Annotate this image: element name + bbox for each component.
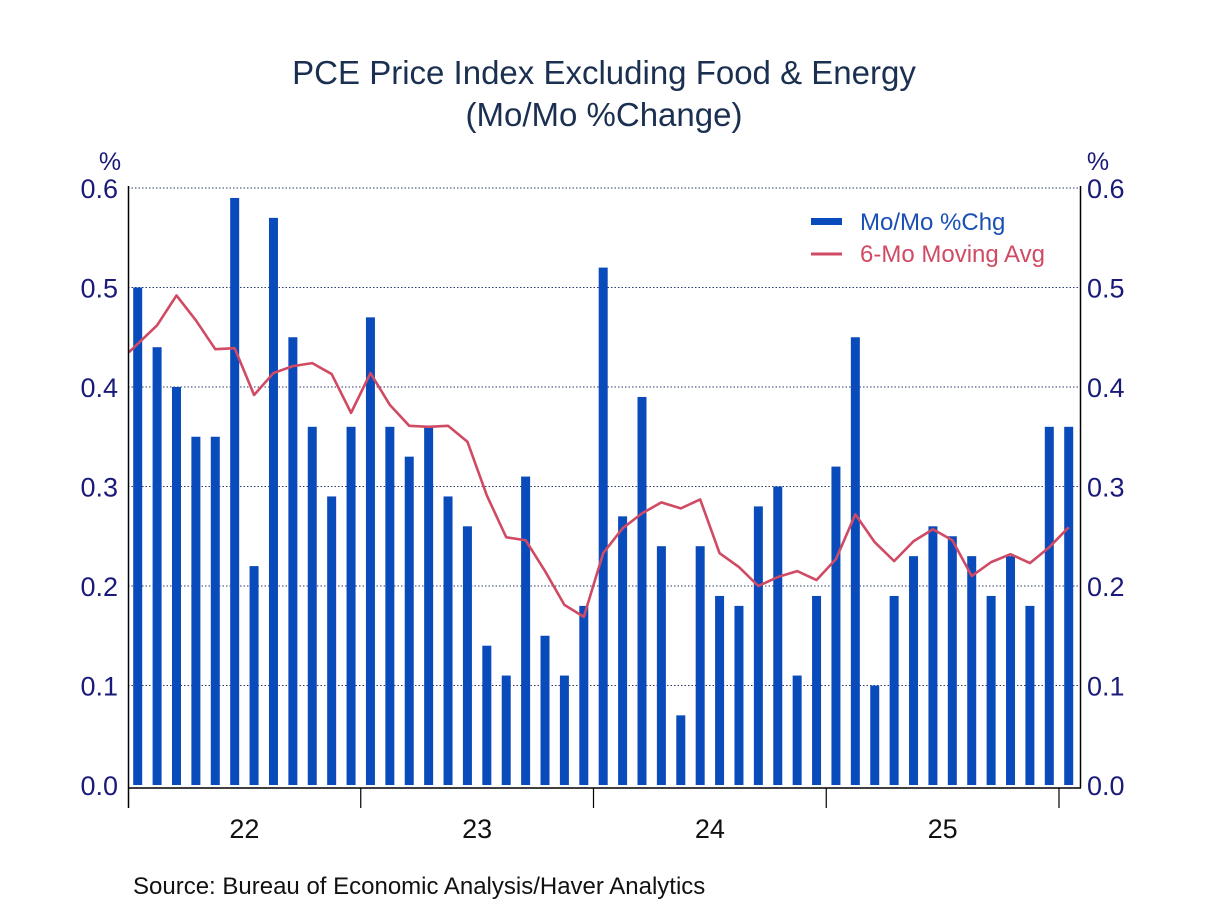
bar (656, 546, 666, 785)
bar (1064, 426, 1074, 785)
y-tick-label-right: 0.2 (1087, 572, 1125, 602)
y-tick-label-right: 0.4 (1087, 373, 1125, 403)
bar (637, 396, 647, 785)
bar (695, 546, 705, 785)
bar (501, 675, 511, 785)
y-tick-label-right: 0.6 (1087, 174, 1125, 204)
bar (152, 347, 162, 785)
bar (346, 426, 356, 785)
chart-title: PCE Price Index Excluding Food & Energy (292, 54, 916, 91)
y-tick-label-left: 0.5 (80, 274, 118, 304)
chart-subtitle: (Mo/Mo %Change) (466, 96, 743, 133)
bar (462, 526, 472, 785)
bar (792, 675, 802, 785)
y-tick-label-left: 0.0 (80, 771, 118, 801)
bar (618, 516, 628, 785)
x-tick-label: 25 (928, 814, 958, 844)
bar (909, 556, 919, 785)
bar (404, 456, 414, 785)
bar-series (133, 197, 1074, 786)
bar (986, 595, 996, 785)
bar (171, 387, 181, 785)
bar (521, 476, 531, 785)
bar (598, 267, 608, 786)
bar (559, 675, 569, 785)
bar (210, 436, 220, 785)
bar (1044, 426, 1054, 785)
bar (1006, 556, 1016, 785)
bar (443, 496, 453, 785)
x-axis-ticks: 22 23 24 25 (229, 788, 1060, 844)
bar (424, 426, 434, 785)
legend: Mo/Mo %Chg 6-Mo Moving Avg (811, 209, 1045, 268)
bar (365, 317, 375, 785)
bar (870, 685, 880, 785)
bar (676, 715, 686, 785)
bar (133, 287, 143, 785)
bar (734, 605, 744, 785)
y-tick-label-right: 0.5 (1087, 274, 1125, 304)
bar (773, 486, 783, 785)
y-tick-label-left: 0.4 (80, 373, 118, 403)
bar (850, 337, 860, 785)
y-tick-label-left: 0.6 (80, 174, 118, 204)
bar (928, 526, 938, 785)
bar (753, 506, 763, 785)
bar (947, 536, 957, 785)
left-axis-unit: % (99, 148, 121, 176)
legend-label-bar: Mo/Mo %Chg (860, 209, 1005, 236)
y-tick-label-left: 0.3 (80, 473, 118, 503)
line-series (128, 294, 1070, 619)
bar (249, 566, 259, 785)
source-note: Source: Bureau of Economic Analysis/Have… (133, 873, 705, 900)
left-axis-ticks: 0.0 0.1 0.2 0.3 0.4 0.5 0.6 (80, 174, 118, 801)
bar (1025, 605, 1035, 785)
bar (889, 595, 899, 785)
y-tick-label-right: 0.1 (1087, 672, 1125, 702)
bar (268, 217, 278, 786)
bar (385, 426, 395, 785)
bar (579, 605, 589, 785)
bar (540, 635, 550, 785)
right-axis-ticks: 0.0 0.1 0.2 0.3 0.4 0.5 0.6 (1087, 174, 1125, 801)
bar (715, 595, 725, 785)
bar (191, 436, 201, 785)
y-tick-label-left: 0.1 (80, 672, 118, 702)
y-tick-label-right: 0.3 (1087, 473, 1125, 503)
legend-swatch-bar (811, 218, 842, 225)
y-tick-label-left: 0.2 (80, 572, 118, 602)
legend-label-line: 6-Mo Moving Avg (860, 241, 1045, 268)
bar (482, 645, 492, 785)
x-tick-label: 22 (229, 814, 259, 844)
bar (230, 197, 240, 785)
right-axis-unit: % (1087, 148, 1109, 176)
x-tick-label: 24 (695, 814, 725, 844)
y-tick-label-right: 0.0 (1087, 771, 1125, 801)
bar (967, 556, 977, 785)
bar (307, 426, 317, 785)
bar (831, 466, 841, 785)
bar (327, 496, 337, 785)
bar (812, 595, 822, 785)
x-tick-label: 23 (462, 814, 492, 844)
bar (288, 337, 298, 785)
